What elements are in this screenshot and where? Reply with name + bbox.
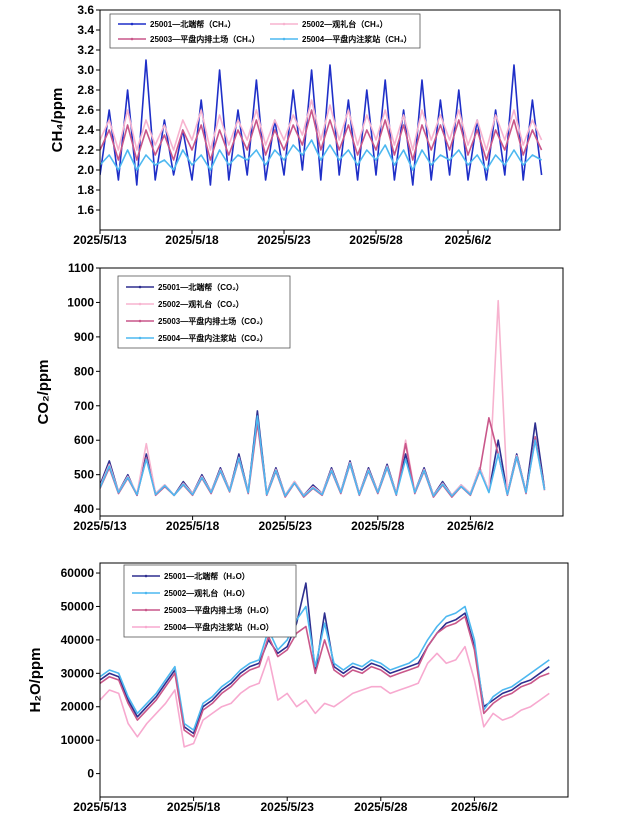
y-tick-label: 2.2 [77, 143, 94, 157]
y-tick-label: 3.4 [77, 23, 94, 37]
plot-frame [99, 267, 564, 517]
x-tick-label: 2025/6/2 [447, 519, 494, 533]
legend-label: 25003—平盘内排土场（CO₂） [158, 316, 268, 326]
legend-label: 25004—平盘内注浆站（CO₂） [158, 333, 268, 343]
x-tick-label: 2025/5/23 [261, 800, 315, 814]
series-line-25004 [100, 139, 542, 171]
y-tick-label: 3.6 [77, 3, 94, 17]
legend-marker [282, 22, 286, 26]
x-tick-label: 2025/5/23 [257, 233, 311, 247]
series-line-25001 [100, 410, 546, 497]
y-tick-label: 3.2 [77, 43, 94, 57]
x-tick-label: 2025/5/13 [73, 519, 127, 533]
legend-marker [138, 285, 142, 289]
y-axis-label: H₂O/ppm [27, 648, 44, 713]
legend-label: 25001—北端帮（CH₄） [150, 19, 236, 29]
y-tick-label: 50000 [61, 599, 95, 613]
y-tick-label: 1100 [68, 261, 94, 275]
legend-marker [130, 37, 134, 41]
y-tick-label: 800 [74, 364, 94, 378]
legend-marker [138, 336, 142, 340]
y-axis-label: CH₄/ppm [49, 88, 66, 153]
y-tick-label: 60000 [61, 566, 95, 580]
h2o-chart: 0 10000 20000 30000 40000 50000 60000 2025/5/13… [27, 562, 569, 814]
legend-marker [144, 574, 148, 578]
y-tick-label: 500 [74, 468, 94, 482]
series-line-25001 [100, 59, 543, 186]
x-tick-label: 2025/5/23 [259, 519, 313, 533]
legend-label: 25002—观礼台（CH₄） [302, 19, 388, 29]
y-tick-label: 2.4 [77, 123, 94, 137]
y-tick-label: 30000 [61, 666, 95, 680]
y-axis-label: CO₂/ppm [35, 360, 52, 425]
legend-label: 25001—北端帮（H₂O） [164, 571, 250, 581]
y-tick-label: 700 [74, 399, 94, 413]
x-tick-label: 2025/6/2 [445, 233, 492, 247]
x-tick-label: 2025/5/18 [165, 233, 219, 247]
legend-marker [144, 608, 148, 612]
x-tick-label: 2025/5/18 [166, 519, 220, 533]
y-tick-label: 40000 [61, 633, 95, 647]
series-line-25002 [100, 99, 543, 151]
legend-label: 25003—平盘内排土场（CH₄） [150, 34, 260, 44]
y-tick-label: 1.6 [77, 203, 94, 217]
y-tick-label: 20000 [61, 700, 95, 714]
legend-marker [144, 591, 148, 595]
legend-label: 25002—观礼台（H₂O） [164, 588, 250, 598]
x-tick-label: 2025/5/13 [73, 800, 127, 814]
y-tick-label: 900 [74, 330, 94, 344]
legend-label: 25003—平盘内排土场（H₂O） [164, 605, 274, 615]
legend-label: 25001—北端帮（CO₂） [158, 282, 244, 292]
y-tick-label: 3.0 [77, 63, 94, 77]
y-tick-label: 2.8 [77, 83, 94, 97]
legend-label: 25004—平盘内注浆站（H₂O） [164, 622, 274, 632]
y-tick-label: 600 [74, 433, 94, 447]
x-tick-label: 2025/5/18 [167, 800, 221, 814]
plot-frame [99, 562, 569, 798]
legend-marker [144, 625, 148, 629]
y-tick-label: 0 [87, 767, 94, 781]
co2-chart: 400 500 600 700 800 900 1000 1100 2025/5/13 2025/… [35, 261, 564, 533]
plot-frame [99, 9, 561, 231]
x-tick-label: 2025/5/28 [351, 519, 405, 533]
legend-box [117, 275, 291, 349]
series-line-25003 [100, 615, 550, 738]
legend-marker [138, 302, 142, 306]
series-line-25003 [100, 416, 546, 498]
series-line-25004 [100, 415, 546, 497]
legend-label: 25004—平盘内注浆站（CH₄） [302, 34, 412, 44]
x-tick-label: 2025/5/13 [73, 233, 127, 247]
y-tick-label: 400 [74, 502, 94, 516]
legend-box [123, 564, 297, 638]
y-tick-label: 2.0 [77, 163, 94, 177]
x-tick-label: 2025/5/28 [349, 233, 403, 247]
y-tick-label: 1.8 [77, 183, 94, 197]
legend-marker [282, 37, 286, 41]
x-tick-label: 2025/5/28 [354, 800, 408, 814]
legend-box [109, 13, 421, 49]
series-line-25002 [100, 605, 550, 731]
y-tick-label: 1000 [67, 295, 94, 309]
y-tick-label: 2.6 [77, 103, 94, 117]
legend-label: 25002—观礼台（CO₂） [158, 299, 244, 309]
series-line-25004 [100, 645, 550, 748]
ch4-chart: 1.6 1.8 2.0 2.2 2.4 2.6 2.8 3.0 3.2 3.4 3.6 2025/5/… [49, 3, 561, 247]
y-tick-label: 10000 [61, 733, 95, 747]
legend-marker [130, 22, 134, 26]
legend-marker [138, 319, 142, 323]
series-line-25003 [100, 109, 543, 161]
x-tick-label: 2025/6/2 [451, 800, 498, 814]
